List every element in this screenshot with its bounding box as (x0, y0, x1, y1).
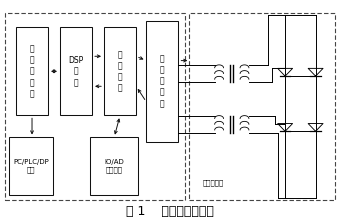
Text: DSP
控
制: DSP 控 制 (68, 56, 84, 87)
Text: IO/AD
检测控制: IO/AD 检测控制 (104, 159, 124, 173)
Bar (90, 137, 138, 195)
Bar (16, 27, 48, 115)
Bar (9, 137, 53, 195)
Text: 触
发
与
检
测: 触 发 与 检 测 (160, 55, 165, 108)
Text: PC/PLC/DP
通信: PC/PLC/DP 通信 (13, 159, 49, 173)
Text: 脉冲变压器: 脉冲变压器 (202, 179, 223, 186)
Text: 图 1    系统控制方框图: 图 1 系统控制方框图 (126, 205, 214, 218)
Bar (60, 27, 92, 115)
Bar (104, 27, 136, 115)
Text: 单
片
机
控
制: 单 片 机 控 制 (30, 45, 34, 98)
Bar (146, 21, 178, 142)
Text: 信
号
处
理: 信 号 处 理 (118, 50, 122, 92)
